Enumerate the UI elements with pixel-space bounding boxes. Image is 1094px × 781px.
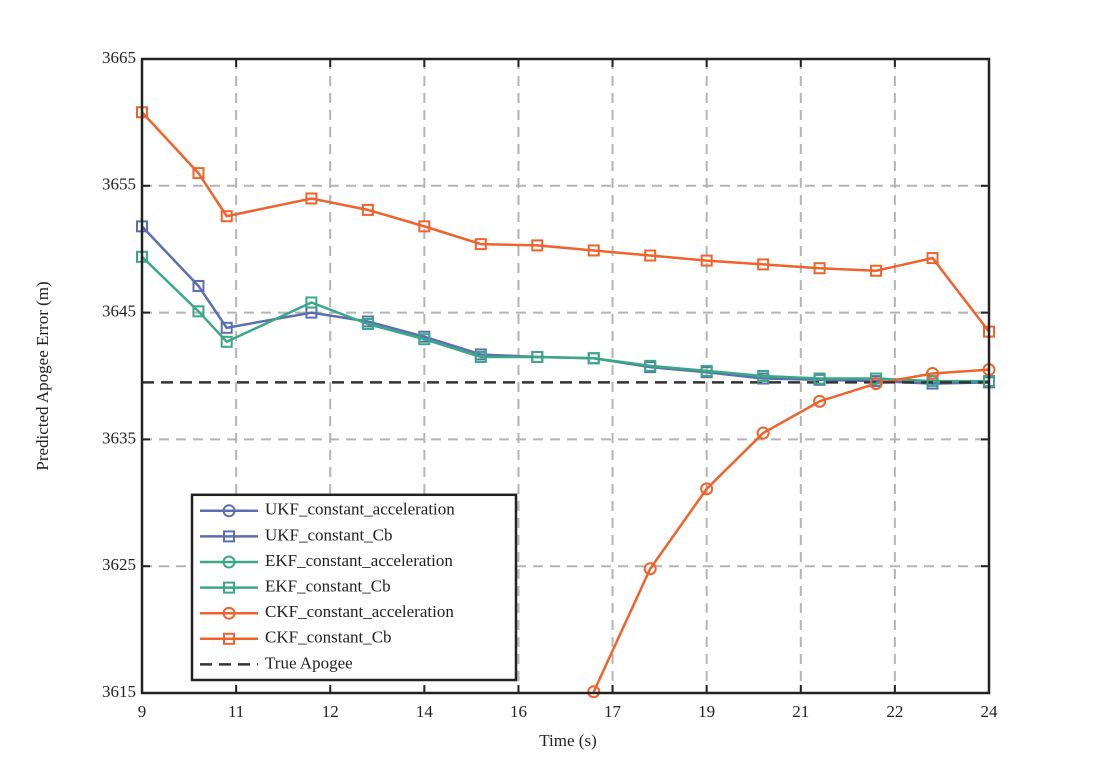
marker	[643, 562, 657, 576]
x-axis-label: Time (s)	[539, 731, 596, 750]
marker	[418, 333, 431, 346]
marker	[700, 364, 713, 377]
marker	[644, 249, 657, 262]
series-line	[142, 225, 989, 385]
marker	[587, 244, 600, 257]
marker	[531, 350, 544, 363]
marker	[531, 239, 544, 252]
marker	[192, 167, 205, 180]
marker	[926, 375, 939, 388]
marker	[192, 305, 205, 318]
marker	[222, 504, 236, 518]
y-tick-label: 3645	[102, 302, 136, 321]
x-tick-label: 24	[981, 702, 999, 721]
x-tick-label: 14	[416, 702, 434, 721]
marker	[757, 258, 770, 271]
marker	[223, 632, 235, 645]
x-tick-label: 11	[228, 702, 244, 721]
legend-label: EKF_constant_acceleration	[265, 551, 453, 570]
legend-label: EKF_constant_Cb	[265, 577, 391, 596]
x-tick-label: 16	[510, 702, 527, 721]
marker	[223, 581, 235, 594]
marker	[926, 366, 940, 380]
marker	[418, 220, 431, 233]
series-line	[592, 368, 989, 693]
series-line	[142, 255, 989, 383]
marker	[869, 377, 883, 391]
marker	[361, 203, 374, 216]
marker	[222, 555, 236, 569]
marker	[220, 335, 233, 348]
x-tick-label: 17	[604, 702, 622, 721]
legend-label: UKF_constant_acceleration	[265, 500, 455, 519]
y-axis-label: Predicted Apogee Error (m)	[33, 281, 52, 470]
marker	[757, 370, 770, 382]
x-tick-label: 9	[138, 702, 147, 721]
x-tick-label: 19	[698, 702, 715, 721]
marker	[700, 254, 713, 267]
plot-frame	[140, 57, 991, 695]
marker	[870, 372, 883, 385]
y-tick-label: 3655	[102, 175, 136, 194]
legend-label: CKF_constant_acceleration	[265, 602, 454, 621]
y-tick-label: 3625	[102, 555, 136, 574]
marker	[644, 359, 657, 372]
y-tick-label: 3615	[102, 682, 136, 701]
marker	[587, 685, 601, 699]
legend-label: CKF_constant_Cb	[265, 628, 392, 647]
marker	[813, 262, 826, 275]
marker	[220, 321, 233, 334]
marker	[220, 210, 233, 223]
marker	[813, 372, 826, 385]
marker	[587, 352, 600, 365]
marker	[222, 606, 236, 620]
legend: UKF_constant_acceleration UKF_constant_Cb…	[190, 493, 518, 682]
marker	[813, 394, 827, 408]
legend-label: True Apogee	[265, 653, 353, 672]
marker	[361, 318, 374, 331]
marker	[756, 426, 770, 440]
x-tick-label: 22	[886, 702, 903, 721]
marker	[700, 482, 714, 496]
marker	[192, 279, 205, 292]
marker	[474, 238, 487, 251]
x-tick-label: 12	[322, 702, 339, 721]
marker	[926, 252, 939, 265]
marker	[305, 192, 318, 205]
marker	[305, 296, 318, 309]
marker	[474, 350, 487, 363]
y-tick-label: 3665	[102, 48, 136, 67]
x-tick-label: 21	[792, 702, 809, 721]
y-tick-label: 3635	[102, 428, 136, 447]
legend-label: UKF_constant_Cb	[265, 525, 393, 544]
plot-area	[142, 111, 989, 693]
series-line	[142, 111, 989, 333]
marker	[223, 530, 235, 543]
marker	[870, 264, 883, 277]
